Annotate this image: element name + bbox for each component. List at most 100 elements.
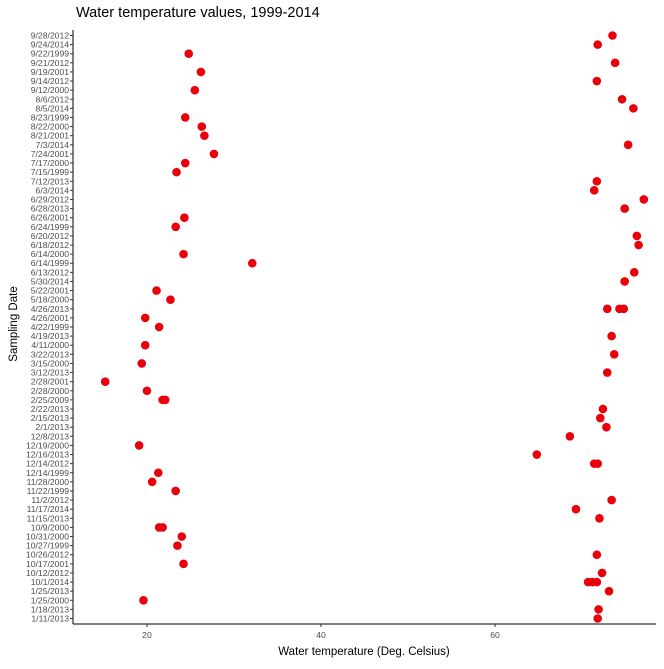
y-tick-label: 12/16/2013	[26, 450, 69, 460]
data-point	[140, 340, 150, 350]
x-tick-label: 20	[142, 630, 152, 640]
y-tick-label: 9/22/1999	[31, 49, 69, 59]
y-tick-label: 6/14/2000	[31, 249, 69, 259]
y-tick-label: 4/22/1999	[31, 322, 69, 332]
data-point	[180, 213, 189, 222]
data-point	[158, 523, 167, 532]
y-tick-label: 10/26/2012	[26, 550, 69, 560]
data-point	[639, 195, 649, 204]
y-tick-label: 12/8/2013	[31, 431, 69, 441]
y-tick-label: 7/15/1999	[31, 167, 69, 177]
y-tick-label: 12/14/2012	[26, 459, 69, 469]
chart-title: Water temperature values, 1999-2014	[76, 5, 320, 21]
y-tick-label: 2/22/2013	[31, 404, 69, 414]
y-tick-label: 10/27/1999	[26, 541, 69, 551]
axes: 9/28/20129/24/20149/22/19999/21/20129/19…	[26, 30, 656, 640]
data-point	[589, 186, 599, 195]
y-tick-label: 10/1/2014	[31, 577, 69, 587]
y-tick-label: 10/31/2000	[26, 532, 69, 542]
data-point	[209, 149, 219, 159]
data-point	[179, 559, 188, 569]
y-tick-label: 6/24/1999	[31, 222, 69, 232]
data-point	[602, 368, 612, 377]
x-tick-label: 40	[316, 630, 326, 640]
y-tick-label: 6/18/2012	[31, 240, 69, 250]
x-axis-title: Water temperature (Deg. Celsius)	[278, 646, 450, 658]
y-tick-label: 11/15/2013	[27, 513, 70, 523]
y-tick-label: 12/19/2000	[26, 440, 69, 450]
data-point	[154, 322, 164, 332]
data-point	[593, 40, 602, 49]
y-tick-label: 8/5/2014	[36, 103, 70, 113]
data-point	[607, 495, 616, 505]
data-point	[180, 113, 190, 122]
data-point	[592, 550, 602, 560]
data-point	[619, 304, 629, 314]
data-point	[634, 240, 643, 250]
y-tick-label: 4/26/2013	[31, 304, 69, 314]
y-tick-label: 11/22/1999	[27, 486, 70, 496]
y-tick-label: 8/6/2012	[36, 94, 70, 104]
y-tick-label: 8/21/2001	[31, 131, 69, 141]
y-tick-label: 10/17/2001	[26, 559, 69, 569]
y-tick-label: 5/30/2014	[31, 276, 69, 286]
y-tick-label: 6/20/2012	[31, 231, 69, 241]
y-tick-label: 6/26/2001	[31, 213, 69, 223]
data-points	[100, 31, 649, 623]
data-point	[180, 158, 190, 168]
data-point	[196, 67, 206, 77]
data-point	[593, 459, 602, 468]
data-point	[140, 313, 150, 323]
y-tick-label: 3/22/2013	[31, 349, 69, 359]
y-tick-label: 7/12/2013	[31, 176, 69, 186]
data-point	[632, 231, 642, 241]
y-tick-label: 8/23/1999	[31, 112, 69, 122]
data-point	[147, 477, 157, 487]
y-tick-label: 7/24/2001	[31, 149, 69, 159]
data-point	[629, 268, 639, 277]
y-tick-label: 10/9/2000	[31, 522, 69, 532]
y-tick-label: 6/3/2014	[36, 185, 70, 195]
data-point	[604, 586, 614, 596]
y-tick-label: 9/19/2001	[31, 67, 69, 77]
y-tick-label: 7/3/2014	[36, 140, 70, 150]
y-tick-label: 9/24/2014	[31, 40, 69, 50]
y-tick-label: 2/25/2009	[31, 395, 69, 405]
data-point	[565, 432, 575, 441]
data-point	[173, 541, 182, 550]
y-tick-label: 2/15/2013	[31, 413, 69, 423]
y-tick-label: 12/14/1999	[26, 468, 69, 478]
y-tick-label: 6/28/2013	[31, 204, 69, 214]
y-tick-label: 11/28/2000	[27, 477, 70, 487]
y-tick-label: 6/13/2012	[31, 267, 69, 277]
data-point	[172, 167, 181, 177]
y-tick-label: 2/1/2013	[36, 422, 70, 432]
data-point	[200, 131, 209, 141]
data-point	[134, 441, 144, 450]
y-tick-label: 1/25/2000	[31, 595, 69, 605]
y-tick-label: 1/11/2013	[31, 614, 69, 624]
y-tick-label: 11/2/2012	[31, 495, 69, 505]
y-tick-label: 1/25/2013	[31, 586, 69, 596]
data-point	[620, 277, 629, 286]
data-point	[592, 577, 602, 587]
y-tick-label: 8/22/2000	[31, 122, 69, 132]
y-tick-label: 2/28/2001	[31, 377, 69, 387]
data-point	[137, 359, 147, 368]
y-tick-label: 10/12/2012	[26, 568, 69, 578]
data-point	[598, 404, 608, 414]
data-point	[592, 176, 602, 186]
y-axis-title: Sampling Date	[8, 286, 20, 361]
y-tick-label: 4/26/2001	[31, 313, 69, 323]
y-tick-label: 9/21/2012	[31, 58, 69, 68]
data-point	[594, 605, 603, 614]
data-point	[597, 568, 607, 578]
data-point	[177, 532, 187, 541]
data-point	[142, 386, 152, 396]
y-tick-label: 4/19/2013	[31, 331, 69, 341]
data-point	[190, 85, 200, 95]
data-point	[593, 614, 602, 623]
y-tick-label: 5/18/2000	[31, 295, 69, 305]
data-point	[171, 486, 180, 496]
